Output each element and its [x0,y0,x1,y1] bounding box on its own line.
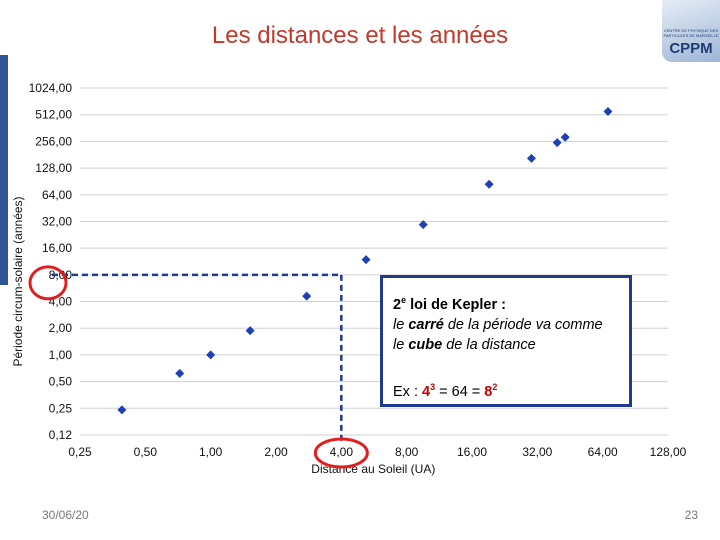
highlight-x-circle [313,437,369,469]
cppm-logo: CENTRE DE PHYSIQUE DES PARTICULES DE MAR… [662,0,720,62]
x-tick-label: 1,00 [199,445,223,459]
data-point [552,138,562,148]
x-tick-label: 2,00 [264,445,288,459]
y-tick-label: 16,00 [42,241,72,255]
logo-line-2: PARTICULES DE MARSEILLE [663,33,719,38]
y-tick-label: 1,00 [49,348,73,362]
x-tick-label: 4,00 [330,445,354,459]
x-tick-label: 64,00 [588,445,618,459]
x-tick-label: 0,25 [68,445,92,459]
logo-text: CPPM [669,40,713,57]
x-tick-label: 8,00 [395,445,419,459]
y-tick-label: 512,00 [35,108,72,122]
y-tick-label: 0,25 [49,401,73,415]
textbox-line-1: 2e loi de Kepler : [393,295,507,313]
y-tick-label: 0,12 [49,428,73,442]
y-tick-label: 64,00 [42,188,72,202]
logo-subtitle: CENTRE DE PHYSIQUE DES PARTICULES DE MAR… [662,28,720,38]
y-tick-label: 2,00 [49,321,73,335]
y-tick-label: 256,00 [35,134,72,148]
data-point [418,220,428,230]
highlight-y-circle [28,265,68,301]
data-point [175,368,185,378]
x-tick-label: 32,00 [522,445,552,459]
y-tick-label: 32,00 [42,214,72,228]
textbox-line-3: le cube de la distance [393,336,536,353]
kepler-law-textbox: 2e loi de Kepler : le carré de la périod… [380,275,632,407]
textbox-example: Ex : 43 = 64 = 82 [393,381,498,400]
logo-background [662,0,720,62]
y-tick-label: 4,00 [49,295,73,309]
accent-bar [0,55,8,285]
textbox-line-2: le carré de la période va comme [393,316,603,333]
slide-title: Les distances et les années [211,22,509,49]
data-point [603,106,613,116]
x-tick-label: 0,50 [134,445,158,459]
data-point [560,132,570,142]
y-axis-label: Période circum-solaire (années) [11,196,25,366]
y-tick-label: 0,50 [49,375,73,389]
data-point [206,350,216,360]
data-point [484,179,494,189]
data-point [361,255,371,265]
data-point [526,153,536,163]
logo-line-1: CENTRE DE PHYSIQUE DES [663,28,719,33]
y-tick-label: 128,00 [35,161,72,175]
y-tick-label: 1024,00 [29,81,73,95]
footer-date: 30/06/20 [42,508,89,522]
page-number: 23 [684,508,698,522]
x-tick-label: 16,00 [457,445,487,459]
data-point [117,405,127,415]
data-point [245,326,255,336]
x-tick-label: 128,00 [650,445,687,459]
data-point [302,291,312,301]
